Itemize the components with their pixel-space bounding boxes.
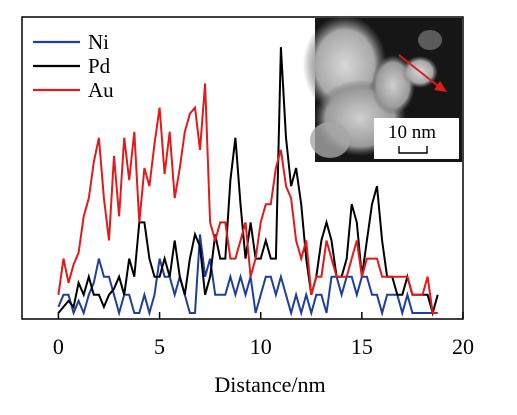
legend-label-ni: Ni xyxy=(88,30,109,54)
x-tick-label: 15 xyxy=(351,334,373,359)
scalebar-line xyxy=(398,146,428,154)
linescan-arrow xyxy=(398,54,439,87)
arrow-head-icon xyxy=(434,81,447,92)
legend-label-pd: Pd xyxy=(88,54,111,78)
x-axis-title: Distance/nm xyxy=(214,372,325,397)
inset-micrograph: 10 nm xyxy=(303,15,462,162)
x-tick-label: 0 xyxy=(53,334,64,359)
scalebar-label: 10 nm xyxy=(388,122,436,143)
scalebar-box xyxy=(374,118,459,159)
x-tick-label: 20 xyxy=(452,334,474,359)
x-tick-label: 10 xyxy=(250,334,272,359)
x-tick-label: 5 xyxy=(154,334,165,359)
series-lines xyxy=(57,47,439,317)
series-line-au xyxy=(57,83,438,314)
legend-label-au: Au xyxy=(88,78,114,102)
plot-frame xyxy=(21,16,464,320)
x-axis: 0 5 10 15 20 xyxy=(53,312,474,359)
series-line-ni xyxy=(57,234,438,317)
